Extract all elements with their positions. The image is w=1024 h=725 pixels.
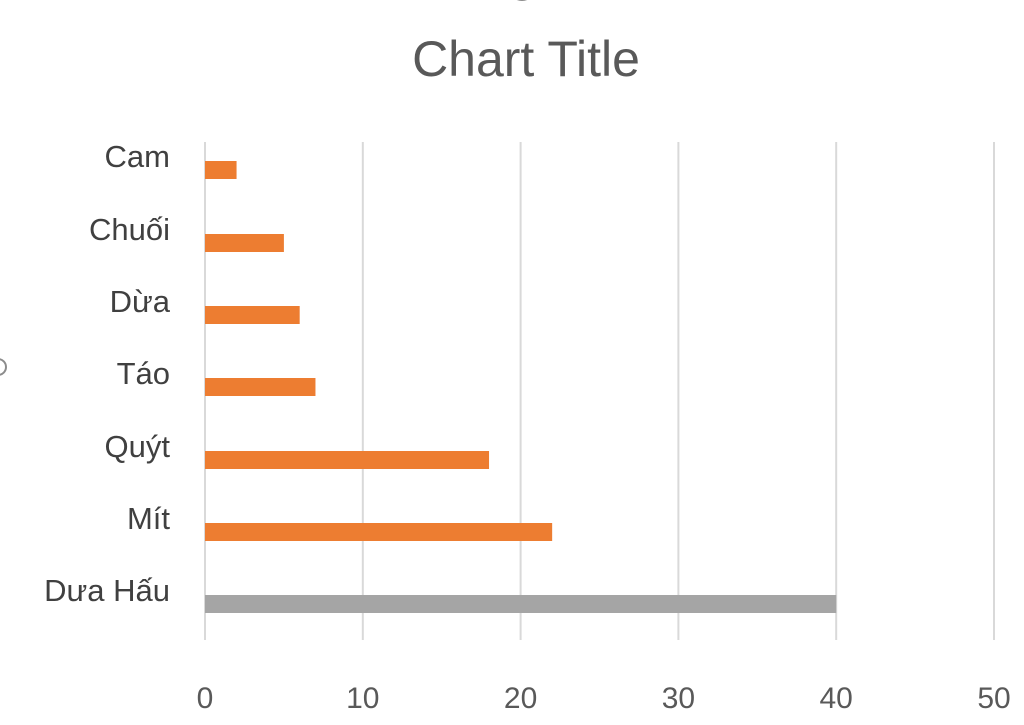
chart-title: Chart Title [412,31,640,87]
cropped-handle-left [0,358,7,376]
x-tick-label: 50 [977,682,1010,715]
bar-1 [205,523,553,541]
category-label: Chuối [89,212,170,247]
category-label: Quýt [105,429,171,464]
bar-6 [205,161,237,179]
bar-2 [205,451,490,469]
gridlines [204,142,995,640]
x-tick-label: 10 [346,682,379,715]
category-labels: Dưa Hấu Mít Quýt Táo Dừa Chuối Cam [44,139,171,608]
category-label: Dưa Hấu [44,573,170,608]
x-axis-tick-labels: 0 10 20 30 40 50 [197,682,1011,715]
x-tick-label: 40 [820,682,853,715]
bar-5 [205,234,284,252]
bar-3 [205,378,316,396]
category-label: Mít [127,501,170,536]
bars [205,161,837,613]
category-label: Táo [117,356,170,391]
x-tick-label: 30 [662,682,695,715]
x-tick-label: 0 [197,682,214,715]
category-label: Cam [105,139,170,174]
bar-4 [205,306,300,324]
category-label: Dừa [110,284,171,319]
x-tick-label: 20 [504,682,537,715]
bar-0 [205,595,837,613]
